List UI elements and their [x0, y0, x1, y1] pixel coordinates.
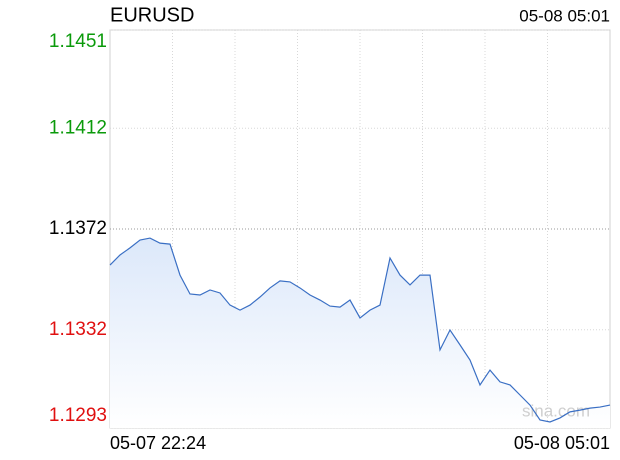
y-tick-label: 1.1372: [49, 218, 107, 239]
y-tick-label: 1.1293: [49, 405, 107, 426]
y-tick-label: 1.1451: [49, 31, 107, 52]
price-line: [109, 237, 611, 423]
y-tick-label: 1.1332: [49, 319, 107, 340]
x-tick-label: 05-07 22:24: [110, 433, 206, 453]
x-tick-label: 05-08 05:01: [514, 433, 610, 453]
y-tick-label: 1.1412: [49, 117, 107, 138]
area-fill: [110, 238, 610, 428]
chart-title: EURUSD: [110, 4, 194, 26]
timestamp: 05-08 05:01: [519, 6, 610, 25]
watermark: sina.com: [522, 401, 590, 420]
